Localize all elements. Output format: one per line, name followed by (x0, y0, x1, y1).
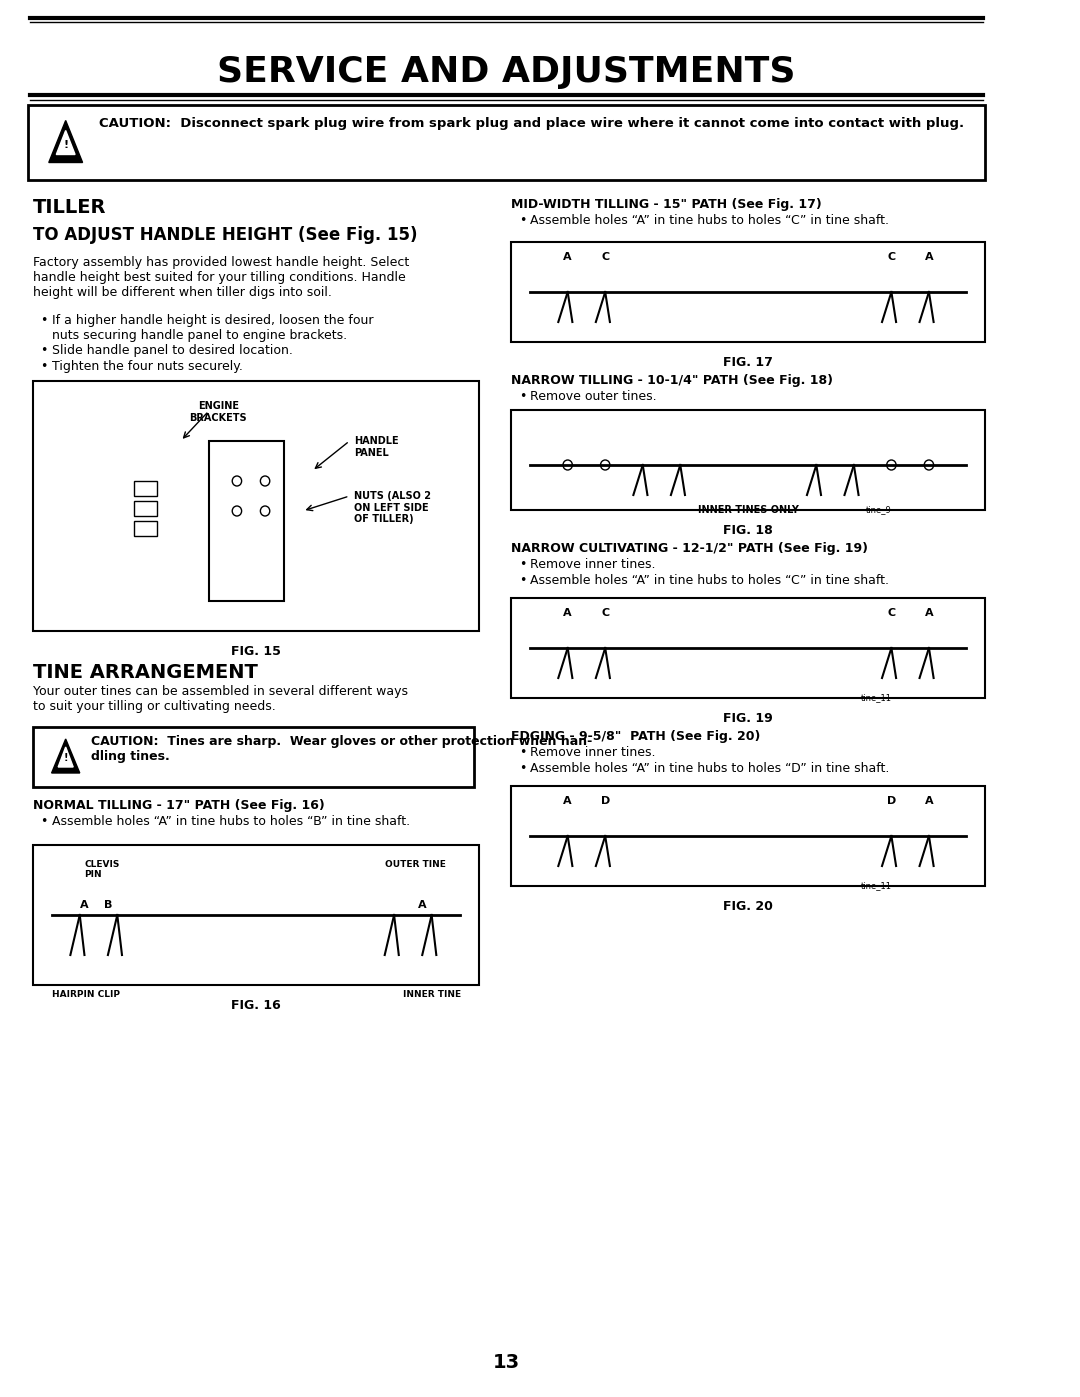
Text: Assemble holes “A” in tine hubs to holes “B” in tine shaft.: Assemble holes “A” in tine hubs to holes… (52, 814, 409, 828)
Text: A: A (924, 251, 933, 263)
Polygon shape (49, 120, 82, 162)
Polygon shape (56, 130, 76, 155)
Text: •: • (40, 814, 48, 828)
Text: HANDLE
PANEL: HANDLE PANEL (354, 436, 399, 458)
Text: tine_9: tine_9 (866, 504, 891, 514)
Bar (32, 845, 478, 985)
Text: FIG. 16: FIG. 16 (231, 999, 281, 1011)
Bar (511, 598, 985, 698)
Text: NORMAL TILLING - 17" PATH (See Fig. 16): NORMAL TILLING - 17" PATH (See Fig. 16) (32, 799, 325, 812)
Text: INNER TINES ONLY: INNER TINES ONLY (698, 504, 799, 515)
Text: •: • (518, 574, 526, 587)
Text: NARROW CULTIVATING - 12-1/2" PATH (See Fig. 19): NARROW CULTIVATING - 12-1/2" PATH (See F… (511, 542, 868, 555)
Text: Tighten the four nuts securely.: Tighten the four nuts securely. (52, 360, 243, 373)
Text: Slide handle panel to desired location.: Slide handle panel to desired location. (52, 344, 293, 358)
Text: 13: 13 (494, 1354, 521, 1372)
Text: CLEVIS
PIN: CLEVIS PIN (84, 861, 120, 879)
Text: A: A (924, 608, 933, 617)
Text: A: A (564, 251, 572, 263)
Bar (134, 521, 158, 536)
Text: OUTER TINE: OUTER TINE (384, 861, 446, 869)
Text: B: B (104, 900, 112, 909)
Text: TINE ARRANGEMENT: TINE ARRANGEMENT (32, 664, 258, 682)
Text: FIG. 19: FIG. 19 (724, 712, 773, 725)
Text: •: • (518, 746, 526, 759)
Text: FIG. 20: FIG. 20 (724, 900, 773, 914)
Text: A: A (564, 796, 572, 806)
Text: •: • (518, 761, 526, 775)
Polygon shape (58, 747, 73, 767)
Text: D: D (600, 796, 610, 806)
Text: NUTS (ALSO 2
ON LEFT SIDE
OF TILLER): NUTS (ALSO 2 ON LEFT SIDE OF TILLER) (354, 490, 431, 524)
Text: SERVICE AND ADJUSTMENTS: SERVICE AND ADJUSTMENTS (217, 54, 796, 89)
Text: !: ! (64, 753, 68, 763)
Text: Remove inner tines.: Remove inner tines. (530, 746, 656, 759)
Text: •: • (40, 314, 48, 327)
Text: Assemble holes “A” in tine hubs to holes “C” in tine shaft.: Assemble holes “A” in tine hubs to holes… (530, 574, 889, 587)
Text: C: C (888, 608, 895, 617)
Bar (28, 105, 985, 180)
Text: Remove outer tines.: Remove outer tines. (530, 390, 657, 402)
Text: tine_11: tine_11 (861, 882, 891, 890)
Text: Factory assembly has provided lowest handle height. Select
handle height best su: Factory assembly has provided lowest han… (32, 256, 409, 299)
Text: MID-WIDTH TILLING - 15" PATH (See Fig. 17): MID-WIDTH TILLING - 15" PATH (See Fig. 1… (511, 198, 822, 211)
Text: A: A (418, 900, 427, 909)
Text: If a higher handle height is desired, loosen the four
nuts securing handle panel: If a higher handle height is desired, lo… (52, 314, 373, 342)
Text: tine_11: tine_11 (861, 693, 891, 703)
Text: EDGING - 9-5/8"  PATH (See Fig. 20): EDGING - 9-5/8" PATH (See Fig. 20) (511, 731, 760, 743)
Text: INNER TINE: INNER TINE (404, 990, 461, 999)
Text: •: • (40, 344, 48, 358)
Text: A: A (564, 608, 572, 617)
Text: C: C (888, 251, 895, 263)
Text: C: C (602, 608, 609, 617)
Text: D: D (887, 796, 896, 806)
Text: FIG. 18: FIG. 18 (724, 524, 773, 536)
Text: ENGINE
BRACKETS: ENGINE BRACKETS (189, 401, 247, 423)
Text: Assemble holes “A” in tine hubs to holes “C” in tine shaft.: Assemble holes “A” in tine hubs to holes… (530, 214, 889, 226)
Text: A: A (80, 900, 89, 909)
Bar (134, 481, 158, 496)
Bar (208, 441, 284, 601)
Text: •: • (518, 390, 526, 402)
Text: TILLER: TILLER (32, 198, 106, 217)
Text: •: • (518, 557, 526, 571)
Bar (134, 502, 158, 515)
Bar (511, 787, 985, 886)
Text: •: • (40, 360, 48, 373)
Text: Remove inner tines.: Remove inner tines. (530, 557, 656, 571)
Text: Your outer tines can be assembled in several different ways
to suit your tilling: Your outer tines can be assembled in sev… (32, 685, 408, 712)
Text: Assemble holes “A” in tine hubs to holes “D” in tine shaft.: Assemble holes “A” in tine hubs to holes… (530, 761, 890, 775)
Text: A: A (924, 796, 933, 806)
Bar (511, 409, 985, 510)
Polygon shape (52, 739, 80, 773)
Text: HAIRPIN CLIP: HAIRPIN CLIP (52, 990, 120, 999)
Text: CAUTION:  Tines are sharp.  Wear gloves or other protection when han-
dling tine: CAUTION: Tines are sharp. Wear gloves or… (91, 735, 592, 763)
Bar (511, 242, 985, 342)
Text: C: C (602, 251, 609, 263)
Bar (32, 381, 478, 631)
Text: •: • (518, 214, 526, 226)
Text: !: ! (63, 140, 68, 149)
Text: FIG. 17: FIG. 17 (724, 356, 773, 369)
Text: NARROW TILLING - 10-1/4" PATH (See Fig. 18): NARROW TILLING - 10-1/4" PATH (See Fig. … (511, 374, 834, 387)
Text: CAUTION:  Disconnect spark plug wire from spark plug and place wire where it can: CAUTION: Disconnect spark plug wire from… (98, 117, 963, 130)
Bar (32, 726, 474, 787)
Text: TO ADJUST HANDLE HEIGHT (See Fig. 15): TO ADJUST HANDLE HEIGHT (See Fig. 15) (32, 226, 417, 244)
Text: FIG. 15: FIG. 15 (231, 645, 281, 658)
